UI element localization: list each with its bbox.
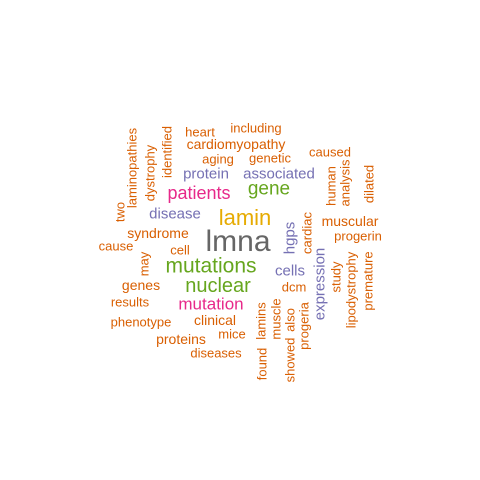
word-genetic: genetic <box>249 150 291 166</box>
word-showed: showed <box>282 337 298 383</box>
word-muscle: muscle <box>268 298 284 340</box>
word-cardiomyopathy: cardiomyopathy <box>186 136 286 152</box>
word-results: results <box>110 294 150 310</box>
word-nuclear: nuclear <box>185 275 251 297</box>
word-patients: patients <box>167 183 231 203</box>
word-phenotype: phenotype <box>110 314 172 330</box>
word-associated: associated <box>243 165 315 183</box>
word-mice: mice <box>218 326 246 342</box>
word-muscular: muscular <box>321 213 379 229</box>
word-caused: caused <box>309 144 351 160</box>
word-including: including <box>230 120 282 136</box>
word-two: two <box>112 201 128 223</box>
word-protein: protein <box>183 165 229 183</box>
word-analysis: analysis <box>337 159 353 207</box>
word-may: may <box>136 251 152 277</box>
word-diseases: diseases <box>190 345 242 361</box>
word-cells: cells <box>274 262 306 280</box>
word-expression: expression <box>311 247 329 321</box>
word-cell: cell <box>170 242 190 258</box>
word-lipodystrophy: lipodystrophy <box>343 251 359 329</box>
word-study: study <box>328 261 344 293</box>
word-premature: premature <box>360 251 376 311</box>
word-lmna: lmna <box>205 225 271 258</box>
word-progerin: progerin <box>334 228 382 244</box>
word-human: human <box>323 166 339 206</box>
word-cause: cause <box>98 238 134 254</box>
word-gene: gene <box>247 178 291 200</box>
word-clinical: clinical <box>193 312 237 328</box>
word-mutations: mutations <box>165 254 257 278</box>
word-heart: heart <box>185 124 215 140</box>
word-identified: identified <box>159 125 175 179</box>
word-hgps: hgps <box>281 221 299 255</box>
word-also: also <box>282 308 298 332</box>
word-genes: genes <box>121 277 161 293</box>
word-dystrophy: dystrophy <box>142 144 158 202</box>
word-found: found <box>254 347 270 381</box>
word-dilated: dilated <box>361 164 377 204</box>
word-disease: disease <box>149 205 201 223</box>
word-aging: aging <box>202 151 234 167</box>
word-lamins: lamins <box>253 302 269 340</box>
word-mutation: mutation <box>178 294 244 314</box>
word-progeria: progeria <box>296 302 312 350</box>
word-laminopathies: laminopathies <box>124 127 140 209</box>
word-proteins: proteins <box>156 331 206 347</box>
word-lamin: lamin <box>218 205 272 230</box>
word-dcm: dcm <box>281 279 307 295</box>
word-syndrome: syndrome <box>127 225 189 241</box>
word-cardiac: cardiac <box>299 212 315 254</box>
